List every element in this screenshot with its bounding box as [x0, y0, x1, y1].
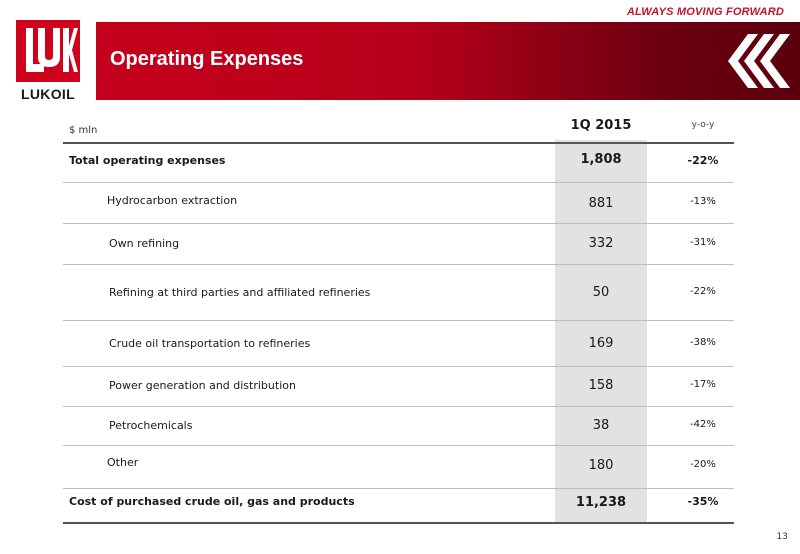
row-value: 50: [592, 285, 610, 300]
table-header: $ mln 1Q 2015 y-o-y: [63, 112, 734, 142]
row-change: -22%: [687, 154, 719, 167]
row-change: -20%: [690, 459, 716, 470]
row-label: Petrochemicals: [109, 419, 193, 432]
period-header: 1Q 2015: [570, 118, 632, 133]
chevron-arrows-icon: [728, 34, 790, 88]
row-value: 11,238: [575, 495, 627, 510]
change-header: y-o-y: [691, 120, 715, 130]
row-change: -22%: [690, 286, 716, 297]
row-divider: [63, 366, 734, 367]
row-label: Crude oil transportation to refineries: [109, 337, 311, 350]
table-bottom-rule: [63, 522, 734, 524]
unit-label: $ mln: [69, 125, 98, 136]
row-label: Total operating expenses: [69, 154, 226, 167]
row-divider: [63, 264, 734, 265]
table-row: Crude oil transportation to refineries 1…: [63, 321, 734, 366]
page-title: Operating Expenses: [110, 48, 304, 70]
table-row: Other 180 -20%: [63, 446, 734, 488]
tagline: ALWAYS MOVING FORWARD: [626, 6, 784, 18]
table-row: Power generation and distribution 158 -1…: [63, 367, 734, 406]
row-value: 332: [588, 236, 614, 251]
row-divider: [63, 488, 734, 489]
lukoil-logo-mark: [16, 20, 80, 82]
period-column-highlight: [555, 140, 647, 524]
row-value: 158: [588, 378, 614, 393]
row-change: -38%: [690, 337, 716, 348]
lukoil-logo: LUKOIL: [12, 20, 84, 104]
title-banner: Operating Expenses: [96, 22, 800, 100]
row-label: Power generation and distribution: [109, 379, 296, 392]
row-divider: [63, 223, 734, 224]
row-label: Hydrocarbon extraction: [107, 194, 238, 207]
row-label: Own refining: [109, 237, 180, 250]
row-value: 180: [588, 458, 614, 473]
table-row: Petrochemicals 38 -42%: [63, 407, 734, 445]
row-divider: [63, 406, 734, 407]
table-row: Cost of purchased crude oil, gas and pro…: [63, 489, 734, 523]
row-value: 1,808: [580, 152, 622, 167]
table-row: Own refining 332 -31%: [63, 224, 734, 264]
row-change: -13%: [690, 196, 716, 207]
table-row: Refining at third parties and affiliated…: [63, 265, 734, 320]
row-label: Refining at third parties and affiliated…: [109, 286, 371, 299]
row-divider: [63, 182, 734, 183]
row-change: -35%: [687, 495, 719, 508]
row-value: 169: [588, 336, 614, 351]
logo-wordmark: LUKOIL: [21, 86, 75, 102]
row-label: Cost of purchased crude oil, gas and pro…: [69, 495, 355, 508]
row-divider: [63, 320, 734, 321]
row-value: 881: [588, 196, 614, 211]
row-change: -42%: [690, 419, 716, 430]
row-divider: [63, 445, 734, 446]
row-change: -17%: [690, 379, 716, 390]
row-value: 38: [592, 418, 610, 433]
row-change: -31%: [690, 237, 716, 248]
table-row: Hydrocarbon extraction 881 -13%: [63, 183, 734, 223]
table-row: Total operating expenses 1,808 -22%: [63, 144, 734, 182]
page-number: 13: [776, 532, 788, 542]
header-divider: [63, 142, 734, 144]
row-label: Other: [107, 456, 139, 469]
